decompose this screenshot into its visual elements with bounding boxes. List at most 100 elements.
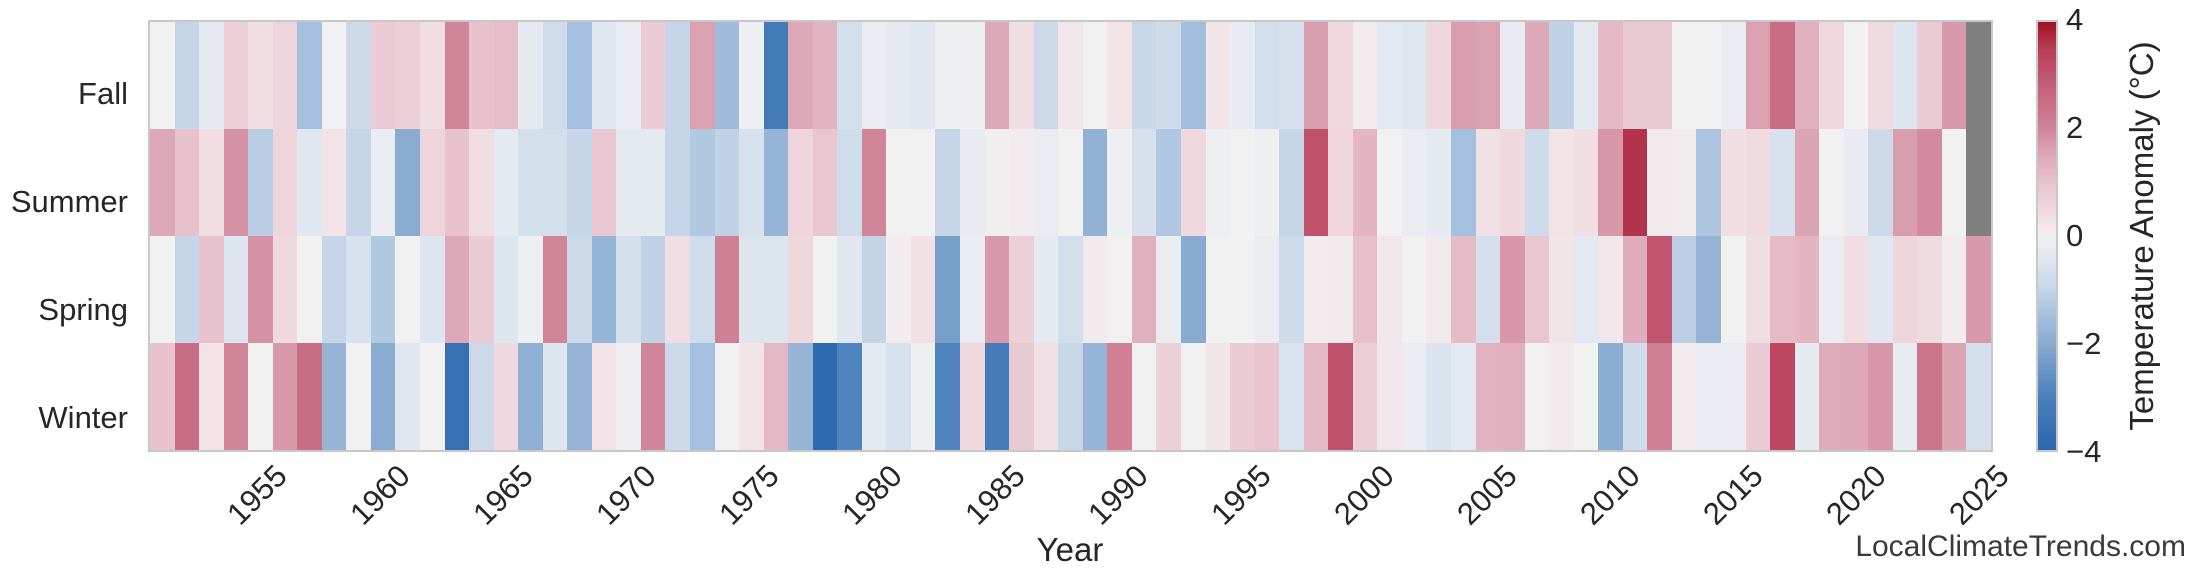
heatmap-cell	[788, 236, 813, 343]
heatmap-cell	[223, 22, 249, 129]
heatmap-cell	[444, 22, 470, 129]
heatmap-cell	[321, 343, 347, 450]
heatmap-cell	[469, 129, 494, 236]
heatmap-cell	[567, 22, 592, 129]
heatmap-cell	[763, 129, 789, 236]
heatmap-cell	[812, 22, 838, 129]
heatmap-cell	[1205, 129, 1231, 236]
heatmap-cell	[714, 236, 740, 343]
heatmap-cell	[321, 236, 347, 343]
heatmap-cell	[1843, 129, 1869, 236]
heatmap-cell	[1647, 22, 1672, 129]
heatmap-cell	[1696, 129, 1721, 236]
heatmap-cell	[788, 22, 813, 129]
heatmap-cell	[640, 22, 666, 129]
heatmap-cell	[1696, 343, 1721, 450]
heatmap-cell	[886, 343, 911, 450]
heatmap-cell	[1941, 343, 1967, 450]
heatmap-cell	[346, 236, 371, 343]
heatmap-cell	[1279, 343, 1304, 450]
heatmap-cell	[910, 343, 936, 450]
heatmap-cell	[616, 129, 641, 236]
heatmap-cell	[1720, 22, 1746, 129]
heatmap-cell	[1058, 22, 1083, 129]
heatmap-cell	[272, 343, 298, 450]
heatmap-cell	[223, 236, 249, 343]
heatmap-row-winter	[150, 343, 1991, 450]
heatmap-cell	[420, 236, 445, 343]
heatmap-cell	[1033, 129, 1059, 236]
heatmap-cell	[1279, 22, 1304, 129]
heatmap-cell	[248, 236, 273, 343]
heatmap-cell	[1352, 343, 1378, 450]
heatmap-cell	[1966, 22, 1991, 129]
heatmap-cell	[1720, 236, 1746, 343]
heatmap-cell	[370, 236, 396, 343]
heatmap-cell	[1009, 22, 1034, 129]
heatmap-cell	[690, 22, 715, 129]
row-label-fall: Fall	[78, 76, 128, 111]
heatmap-cell	[1966, 129, 1991, 236]
x-axis-title: Year	[1036, 531, 1104, 568]
heatmap-cell	[1770, 343, 1795, 450]
heatmap-cell	[1524, 22, 1550, 129]
heatmap-cell	[1696, 22, 1721, 129]
heatmap-cell	[1868, 343, 1893, 450]
heatmap-cell	[297, 22, 322, 129]
heatmap-cell	[1033, 343, 1059, 450]
heatmap-cell	[812, 343, 838, 450]
heatmap-cell	[1843, 22, 1869, 129]
heatmap-cell	[1180, 236, 1206, 343]
heatmap-cell	[935, 236, 961, 343]
heatmap-cell	[1131, 129, 1157, 236]
heatmap-cell	[1352, 236, 1378, 343]
heatmap-cell	[1131, 343, 1157, 450]
colorbar-tick-label: −4	[2066, 434, 2102, 469]
heatmap-cell	[1500, 236, 1525, 343]
heatmap-cell	[1475, 343, 1501, 450]
heatmap-cell	[837, 343, 862, 450]
heatmap-row-fall	[150, 22, 1991, 129]
heatmap-cell	[1598, 236, 1623, 343]
heatmap-cell	[1966, 236, 1991, 343]
heatmap-cell	[321, 129, 347, 236]
heatmap-cell	[321, 22, 347, 129]
heatmap-cell	[1254, 22, 1280, 129]
heatmap-cell	[1598, 129, 1623, 236]
heatmap-cell	[1205, 236, 1231, 343]
heatmap-cell	[1401, 343, 1427, 450]
heatmap-cell	[1622, 343, 1648, 450]
heatmap-cell	[1475, 129, 1501, 236]
heatmap-cell	[174, 236, 200, 343]
heatmap-cell	[297, 129, 322, 236]
row-label-spring: Spring	[38, 292, 128, 327]
heatmap-cell	[861, 343, 887, 450]
heatmap-cell	[935, 343, 961, 450]
heatmap-cell	[591, 343, 617, 450]
heatmap-cell	[1426, 22, 1451, 129]
colorbar-tick-label: 0	[2066, 218, 2084, 253]
heatmap-cell	[1279, 129, 1304, 236]
heatmap-cell	[1647, 129, 1672, 236]
heatmap-cell	[1107, 129, 1132, 236]
heatmap-cell	[690, 129, 715, 236]
heatmap-cell	[542, 22, 568, 129]
heatmap-cell	[1745, 343, 1771, 450]
heatmap-cell	[1819, 343, 1844, 450]
heatmap-cell	[714, 129, 740, 236]
heatmap-cell	[1573, 236, 1599, 343]
heatmap-cell	[567, 236, 592, 343]
heatmap-cell	[567, 343, 592, 450]
heatmap-cell	[837, 236, 862, 343]
heatmap-cell	[1892, 343, 1918, 450]
heatmap-cell	[370, 129, 396, 236]
heatmap-cell	[493, 129, 519, 236]
heatmap-cell	[640, 343, 666, 450]
heatmap-cell	[1230, 22, 1255, 129]
heatmap-cell	[1549, 236, 1574, 343]
heatmap-cell	[1254, 129, 1280, 236]
heatmap-cell	[591, 22, 617, 129]
heatmap-cell	[665, 129, 691, 236]
heatmap-cell	[1819, 22, 1844, 129]
heatmap-cell	[739, 129, 764, 236]
